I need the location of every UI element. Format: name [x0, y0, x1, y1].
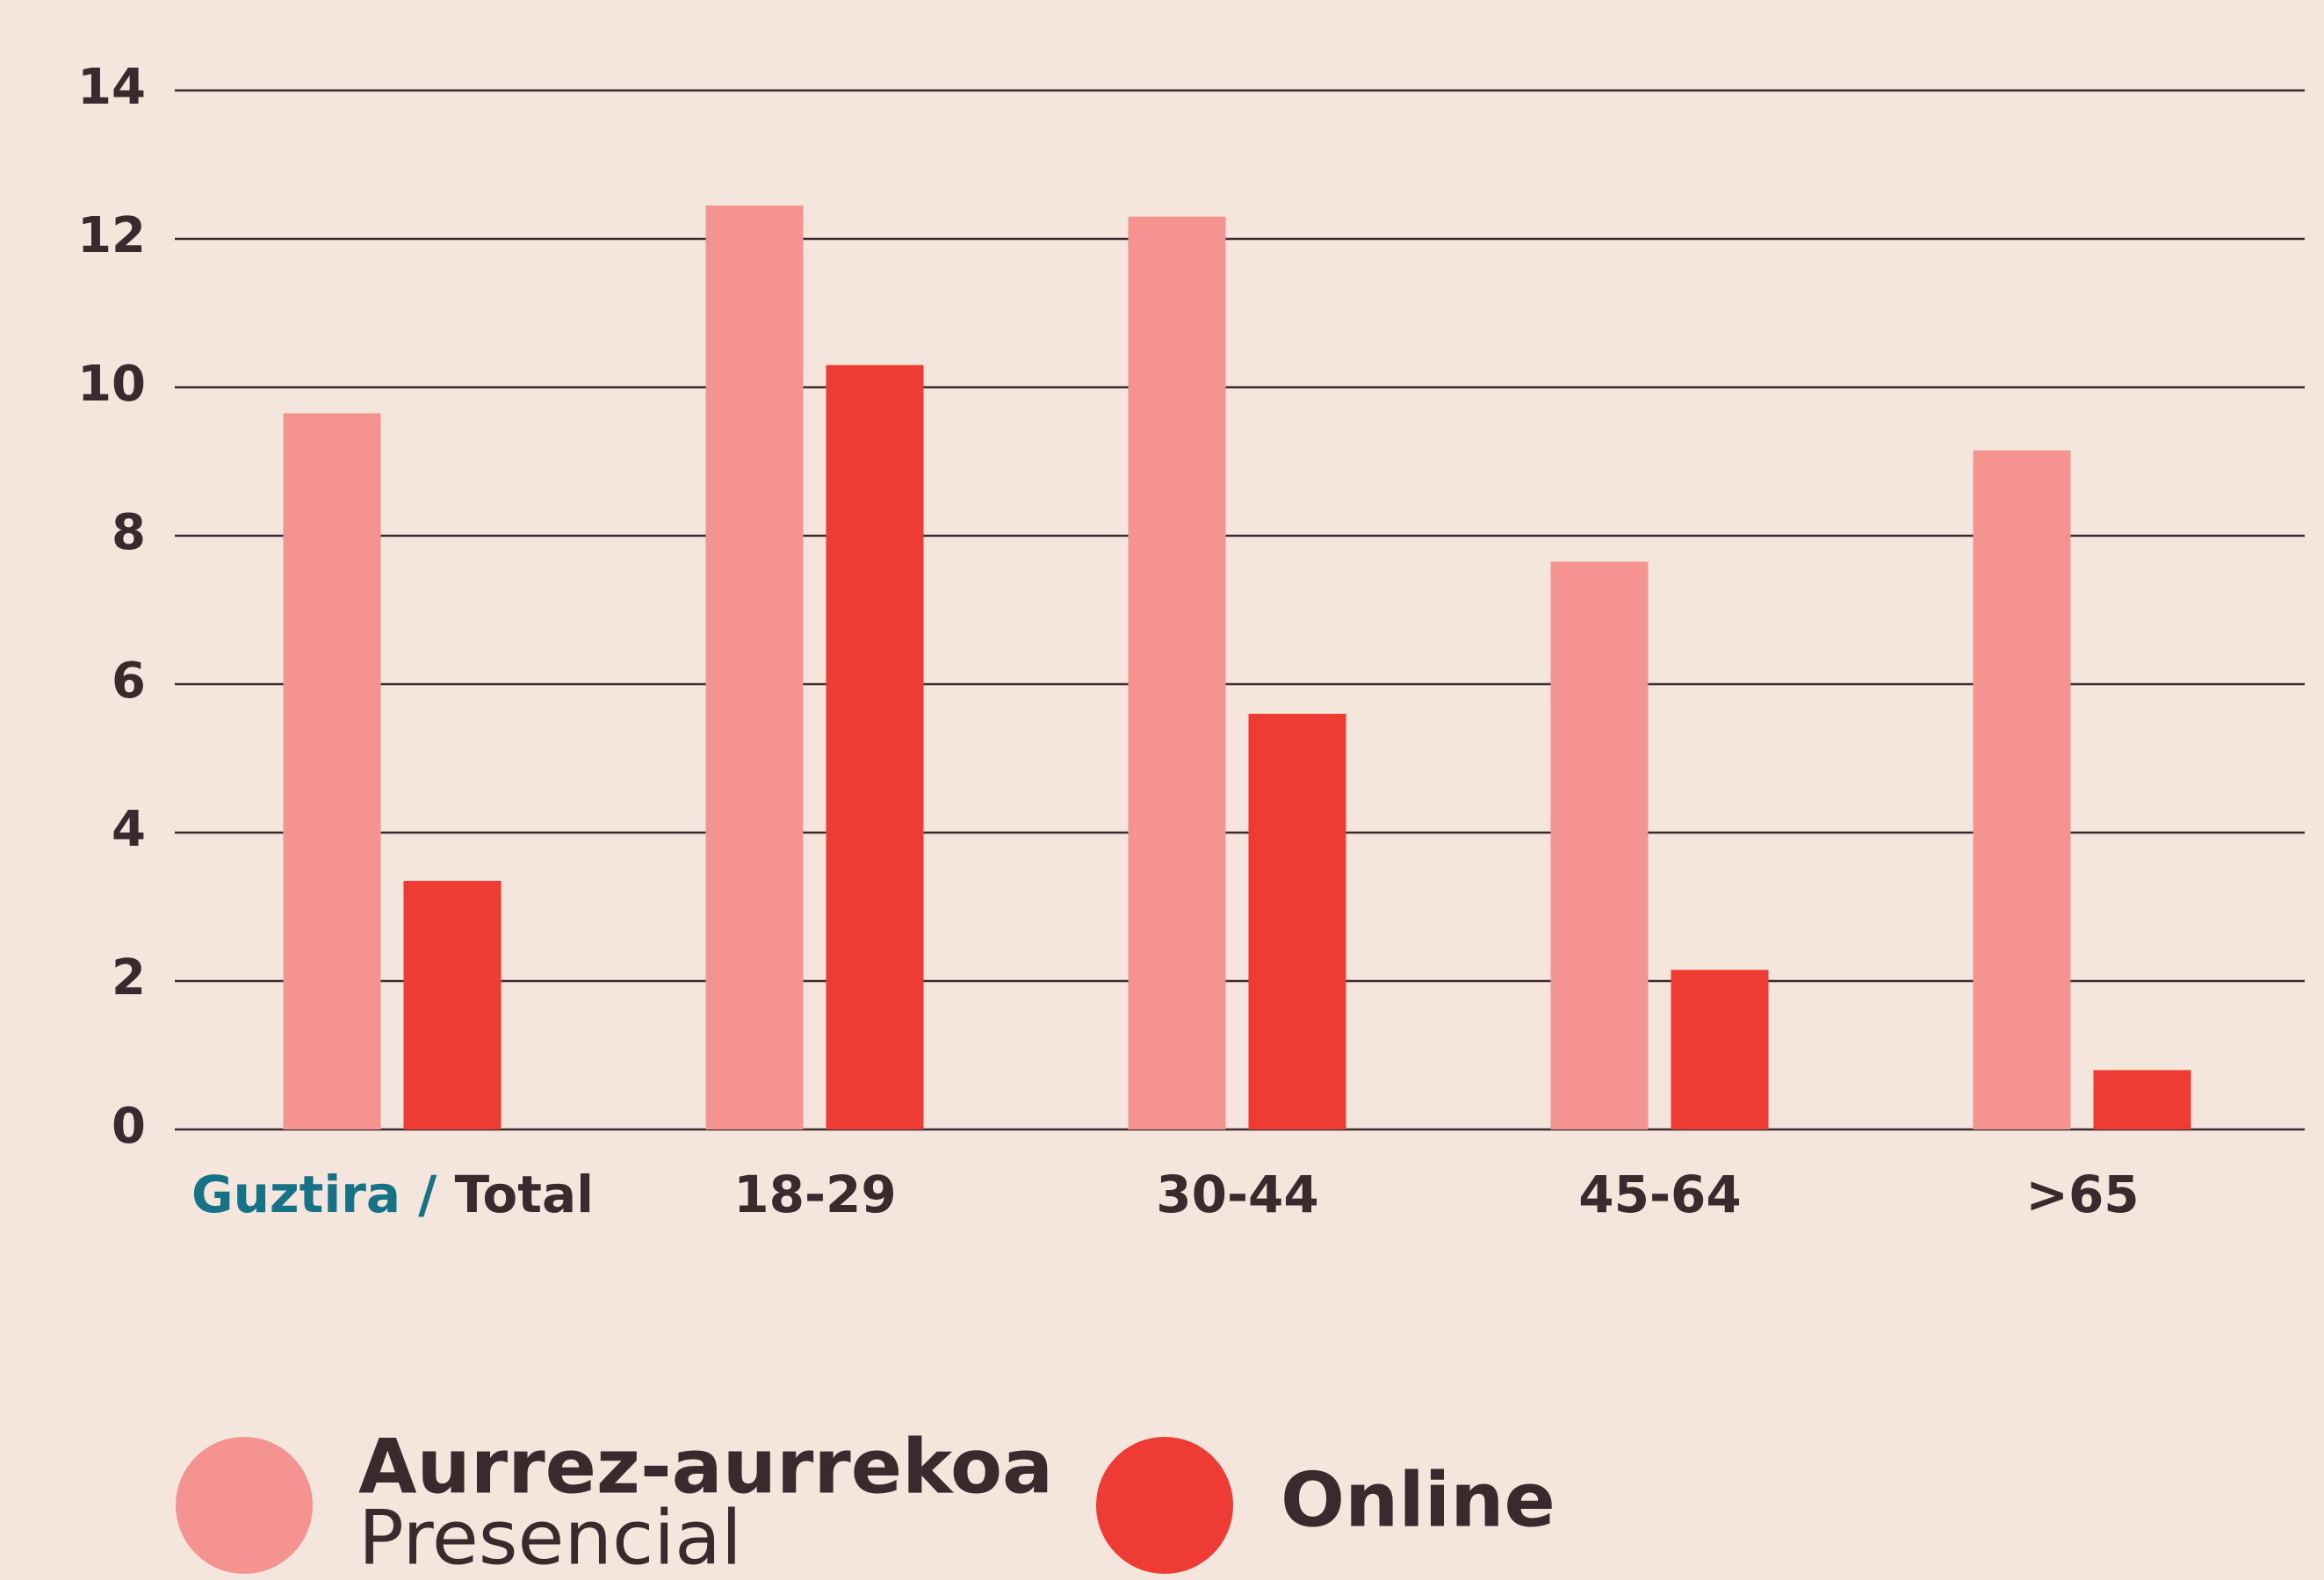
y-tick-label: 2 — [112, 949, 146, 1006]
bar — [1973, 450, 2071, 1129]
bar — [2093, 1070, 2191, 1129]
x-tick-label: 45-64 — [1578, 1165, 1742, 1224]
y-tick-label: 10 — [77, 356, 146, 413]
x-tick-label: 30-44 — [1156, 1165, 1319, 1224]
bar — [1248, 713, 1346, 1129]
x-tick-label-es: Total — [455, 1165, 594, 1224]
y-tick-label: 6 — [112, 653, 146, 710]
x-tick-label: 18-29 — [733, 1165, 897, 1224]
bar — [403, 880, 502, 1129]
legend-swatch — [1096, 1437, 1233, 1574]
bar — [1128, 216, 1226, 1129]
legend-label: Online — [1281, 1456, 1555, 1544]
x-tick-label: Guztira / Total — [191, 1165, 594, 1224]
x-tick-label: >65 — [2025, 1165, 2139, 1224]
bar — [283, 413, 381, 1129]
y-tick-label: 4 — [112, 801, 146, 858]
y-tick-label: 0 — [112, 1098, 146, 1155]
bar — [705, 205, 804, 1130]
bar — [1550, 561, 1649, 1129]
y-tick-label: 8 — [112, 504, 146, 561]
x-tick-label-eu: Guztira / — [191, 1165, 437, 1224]
y-tick-label: 12 — [77, 207, 146, 264]
bar — [826, 364, 924, 1129]
bar — [1671, 970, 1769, 1129]
legend-swatch — [176, 1437, 313, 1574]
legend-label: Aurrez-aurrekoa — [358, 1423, 1053, 1511]
y-tick-label: 14 — [77, 59, 146, 116]
legend-label-es: Presencial — [358, 1494, 742, 1580]
